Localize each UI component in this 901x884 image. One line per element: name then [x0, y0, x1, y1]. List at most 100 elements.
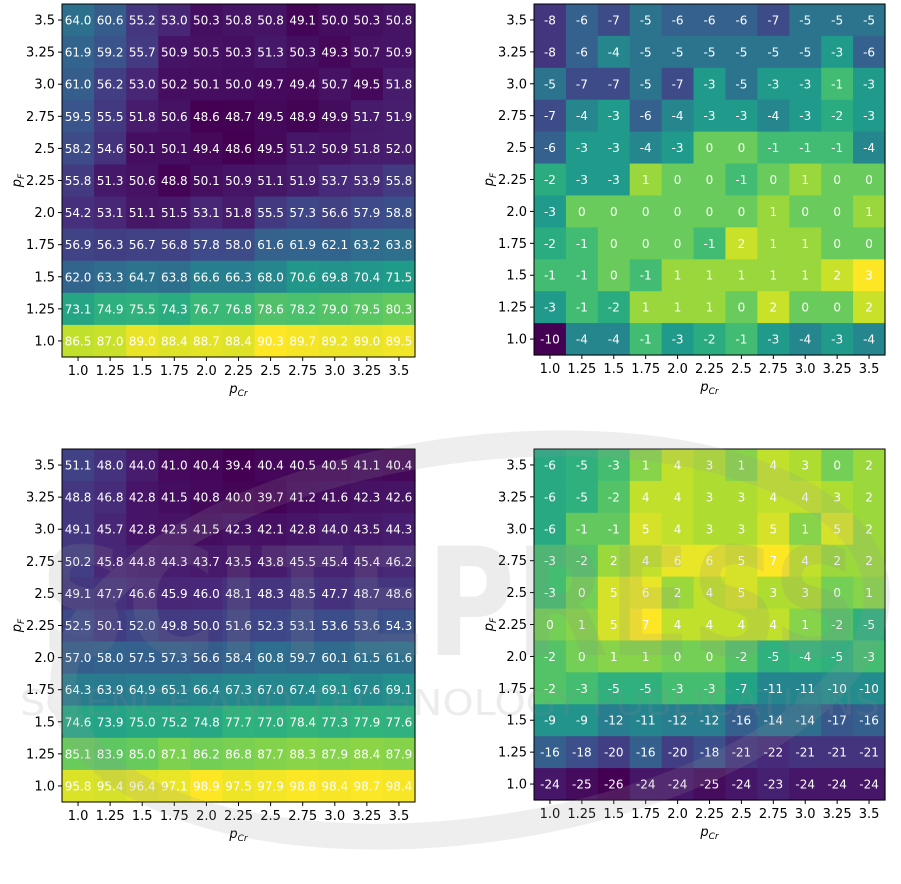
- heatmap-cell: [286, 513, 320, 546]
- cell-value: 52.3: [257, 619, 284, 633]
- heatmap-cell: [725, 480, 758, 514]
- cell-value: 51.2: [289, 142, 316, 156]
- cell-value: 3: [801, 586, 809, 600]
- axis-label: pF: [10, 618, 27, 633]
- heatmap-cell: [661, 35, 695, 69]
- heatmap-cell: [254, 228, 288, 262]
- heatmap-cell: [565, 99, 599, 133]
- heatmap-cell: [94, 196, 127, 230]
- heatmap-cell: [821, 67, 854, 101]
- heatmap-cell: [693, 704, 727, 737]
- cell-value: 74.3: [161, 302, 188, 316]
- heatmap-cell: [62, 260, 95, 294]
- heatmap-cell: [565, 768, 599, 801]
- heatmap-cell: [318, 292, 352, 326]
- cell-value: 87.9: [386, 747, 413, 761]
- y-tick-label: 2.75: [498, 554, 527, 569]
- cell-value: -1: [544, 269, 556, 283]
- cell-value: 87.9: [321, 747, 348, 761]
- cell-value: 46.0: [193, 587, 220, 601]
- heatmap-cell: [757, 608, 790, 642]
- y-tick-label: 3.0: [506, 522, 527, 537]
- cell-value: 62.0: [65, 270, 92, 284]
- cell-value: 0: [674, 205, 682, 219]
- heatmap-cell: [725, 163, 758, 197]
- heatmap-cell: [222, 292, 256, 326]
- heatmap-cell: [126, 100, 159, 133]
- heatmap-cell: [158, 577, 191, 611]
- y-tick-label: 3.5: [506, 458, 527, 473]
- heatmap-cell: [853, 544, 886, 578]
- cell-value: 87.1: [161, 747, 188, 761]
- axis-label: pCr: [228, 382, 249, 399]
- heatmap-cell: [629, 449, 663, 482]
- cell-value: 90.3: [257, 334, 284, 348]
- heatmap-cell: [661, 704, 695, 737]
- heatmap-cell: [62, 705, 95, 739]
- heatmap-cell: [789, 99, 822, 133]
- heatmap-cell: [286, 196, 320, 230]
- cell-value: -16: [540, 746, 560, 760]
- heatmap-cell: [853, 35, 886, 69]
- cell-value: -3: [831, 333, 843, 347]
- cell-value: -11: [636, 714, 656, 728]
- heatmap-cell: [789, 608, 822, 642]
- cell-value: 50.8: [386, 14, 413, 28]
- heatmap-cell: [190, 513, 224, 546]
- cell-value: 50.3: [225, 46, 252, 60]
- cell-value: -12: [604, 714, 624, 728]
- heatmap-cell: [382, 769, 416, 803]
- heatmap-cell: [789, 195, 822, 228]
- cell-value: 1: [769, 237, 777, 251]
- heatmap-cell: [126, 324, 159, 358]
- heatmap-cell: [94, 641, 127, 675]
- cell-value: 0: [610, 269, 618, 283]
- cell-value: 63.8: [386, 238, 413, 252]
- heatmap-cell: [382, 132, 416, 166]
- cell-value: -1: [640, 269, 652, 283]
- cell-value: -25: [572, 778, 592, 792]
- heatmap-cell: [126, 577, 159, 611]
- heatmap-cell: [789, 131, 822, 165]
- cell-value: 2: [769, 301, 777, 315]
- cell-value: 52.5: [65, 619, 92, 633]
- cell-value: 61.9: [289, 238, 316, 252]
- heatmap-cell: [126, 737, 159, 771]
- heatmap-cell: [853, 736, 886, 769]
- cell-value: 86.2: [193, 747, 220, 761]
- cell-value: 42.6: [386, 491, 413, 505]
- cell-value: 75.2: [161, 715, 188, 729]
- heatmap-cell: [254, 292, 288, 326]
- heatmap-cell: [725, 227, 758, 260]
- heatmap-cell: [382, 705, 416, 739]
- heatmap-cell: [534, 672, 567, 705]
- cell-value: 86.5: [65, 334, 92, 348]
- heatmap-cell: [597, 323, 631, 356]
- cell-value: 53.6: [354, 619, 381, 633]
- heatmap-cell: [661, 99, 695, 133]
- cell-value: 50.2: [65, 555, 92, 569]
- cell-value: 75.5: [129, 302, 156, 316]
- heatmap-cell: [222, 545, 256, 578]
- heatmap-cell: [126, 513, 159, 546]
- heatmap-cell: [382, 164, 416, 198]
- cell-value: -2: [544, 650, 556, 664]
- cell-value: 6: [706, 554, 714, 568]
- cell-value: 85.1: [65, 747, 92, 761]
- cell-value: -5: [608, 682, 620, 696]
- cell-value: -6: [640, 109, 652, 123]
- heatmap-cell: [350, 164, 384, 198]
- cell-value: -3: [672, 682, 684, 696]
- x-tick-label: 1.0: [68, 809, 89, 824]
- heatmap-cell: [597, 544, 631, 578]
- heatmap-cell: [382, 609, 416, 643]
- heatmap-cell: [661, 672, 695, 705]
- cell-value: 0: [738, 301, 746, 315]
- heatmap-cell: [190, 545, 224, 578]
- heatmap-cell: [661, 259, 695, 292]
- heatmap-cells: [534, 4, 886, 356]
- cell-value: -2: [735, 650, 747, 664]
- cell-value: 51.7: [354, 110, 381, 124]
- heatmap-cell: [318, 68, 352, 101]
- heatmap-cell: [126, 705, 159, 739]
